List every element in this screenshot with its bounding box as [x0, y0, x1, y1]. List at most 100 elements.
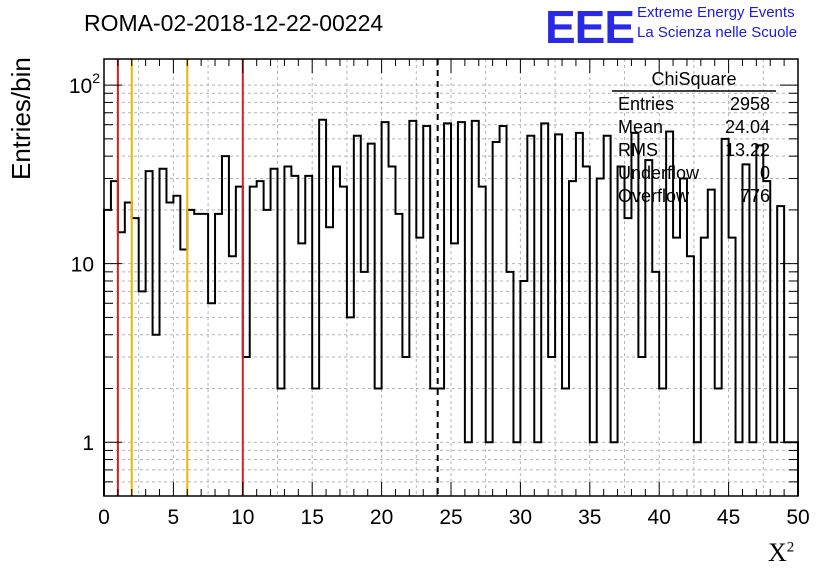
histogram-bin [146, 171, 153, 496]
y-tick-label: 102 [69, 70, 100, 98]
histogram-bin [319, 120, 326, 496]
x-tick-label: 35 [578, 506, 601, 529]
histogram-bin [375, 388, 382, 496]
histogram-bin [548, 357, 555, 496]
histogram-bin [389, 167, 396, 496]
histogram-bin [201, 214, 208, 496]
histogram-bin [132, 218, 139, 496]
stats-label: RMS [618, 140, 658, 160]
histogram-bin [736, 442, 743, 496]
histogram-bin [173, 196, 180, 496]
histogram-bin [520, 281, 527, 496]
histogram-bin [229, 256, 236, 496]
stats-value: 0 [760, 163, 770, 183]
histogram-bin [444, 123, 451, 496]
histogram-bin [402, 357, 409, 496]
histogram-bin [118, 232, 125, 496]
histogram-bin [486, 442, 493, 496]
histogram-bin [291, 176, 298, 496]
histogram-bin [298, 243, 305, 496]
histogram-bin [652, 272, 659, 496]
histogram-bin [139, 291, 146, 496]
histogram-bin [638, 357, 645, 496]
histogram-bin [215, 214, 222, 496]
histogram-bin [562, 388, 569, 496]
histogram-bin [326, 227, 333, 496]
histogram-bin [749, 442, 756, 496]
histogram-bin [451, 243, 458, 496]
histogram-bin [722, 139, 729, 496]
logo-line-2: La Scienza nelle Scuole [637, 24, 798, 41]
histogram-bin [243, 357, 250, 496]
stats-value: 24.04 [725, 117, 770, 137]
histogram-bin [513, 442, 520, 496]
histogram-series [103, 118, 799, 496]
histogram-bin [500, 126, 507, 496]
histogram-bin [430, 388, 437, 496]
histogram-bin [333, 167, 340, 496]
histogram-bin [687, 256, 694, 496]
stats-value: 2958 [730, 94, 770, 114]
histogram-bin [264, 210, 271, 496]
histogram-bin [465, 442, 472, 496]
histogram-bin [527, 136, 534, 496]
histogram-bin [597, 178, 604, 496]
histogram-bin [625, 218, 632, 496]
histogram-bin [111, 181, 118, 496]
stats-label: Entries [618, 94, 674, 114]
histogram-bin [347, 317, 354, 496]
histogram-bin [472, 121, 479, 496]
logo-line-1: Extreme Energy Events [637, 4, 795, 21]
stats-label: Mean [618, 117, 663, 137]
histogram-bin [278, 388, 285, 496]
histogram-bin [187, 210, 194, 496]
histogram-bin [222, 156, 229, 496]
histogram-bin [763, 181, 770, 496]
histogram-bin [555, 134, 562, 496]
y-tick-label: 1 [82, 432, 94, 455]
x-tick-label: 0 [98, 506, 110, 529]
histogram-bin [742, 164, 749, 496]
histogram-bin [416, 238, 423, 496]
x-tick-label: 20 [370, 506, 393, 529]
histogram-bin [680, 178, 687, 496]
histogram-bin [777, 206, 784, 496]
x-tick-label: 45 [717, 506, 740, 529]
x-tick-label: 15 [301, 506, 324, 529]
histogram-bin [569, 181, 576, 496]
x-tick-label: 10 [231, 506, 254, 529]
histogram-bin [194, 214, 201, 496]
eee-logo: EEE [545, 1, 635, 53]
histogram-bin [701, 238, 708, 496]
stats-label: Overflow [618, 186, 690, 206]
histogram-bin [507, 272, 514, 496]
x-tick-label: 5 [168, 506, 180, 529]
x-tick-label: 40 [648, 506, 671, 529]
histogram-bin [236, 187, 243, 496]
histogram-bin [284, 167, 291, 496]
chart-title: ROMA-02-2018-12-22-00224 [84, 10, 384, 36]
histogram-bin [590, 442, 597, 496]
histogram-bin [715, 388, 722, 496]
histogram-bin [409, 121, 416, 496]
x-tick-label: 25 [439, 506, 462, 529]
histogram-bin [770, 442, 777, 496]
x-tick-label: 50 [786, 506, 809, 529]
histogram-bin [479, 187, 486, 496]
y-tick-label: 10 [71, 254, 94, 277]
histogram-bin [125, 203, 132, 496]
histogram-bin [153, 335, 160, 496]
x-tick-label: 30 [509, 506, 532, 529]
x-axis-label: X2 [768, 538, 795, 567]
histogram-bin [104, 210, 111, 496]
histogram-bin [395, 214, 402, 496]
histogram-bin [458, 122, 465, 496]
histogram-bin [729, 238, 736, 496]
histogram-bin [659, 388, 666, 496]
histogram-bin [305, 176, 312, 496]
stats-value: 13.22 [725, 140, 770, 160]
histogram-bin [673, 238, 680, 496]
histogram-bin [257, 181, 264, 496]
histogram-bin [382, 122, 389, 496]
